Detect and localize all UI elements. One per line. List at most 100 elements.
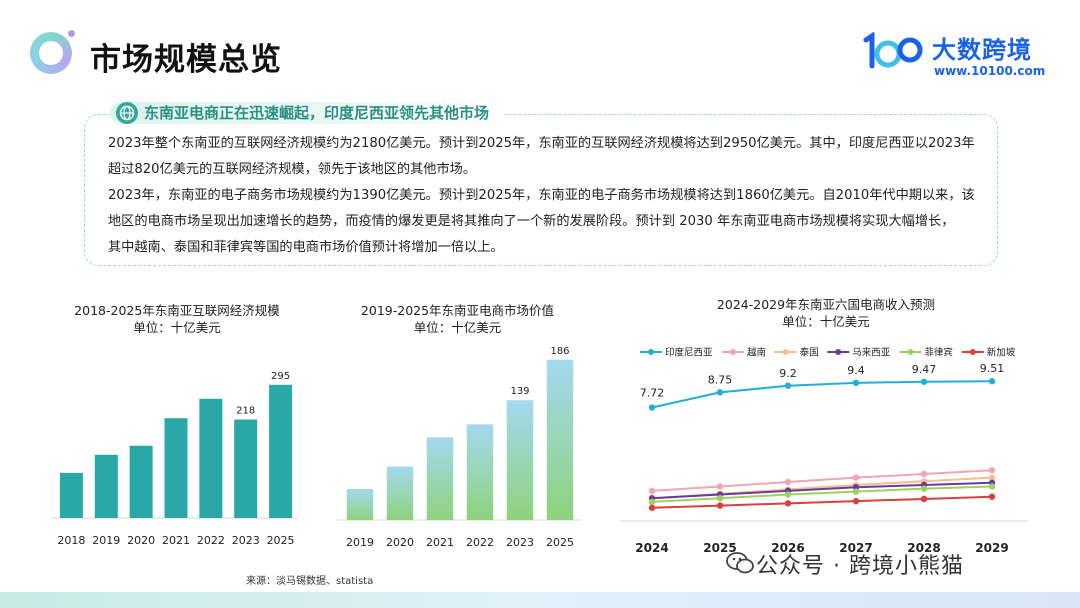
bar [346, 488, 374, 520]
chart-plot: 2019 2020 2021 2022 2023 139 2025 186 [336, 346, 580, 549]
legend-label: 印度尼西亚 [665, 347, 713, 359]
tick-label: 2025 [267, 534, 295, 547]
bar [234, 419, 258, 518]
data-point [988, 483, 996, 490]
data-point [852, 488, 860, 495]
tick-label: 2025 [703, 541, 736, 555]
data-point [852, 474, 860, 481]
bar [546, 359, 574, 520]
tick-label: 2020 [127, 534, 155, 547]
bar [269, 384, 293, 518]
data-point [648, 404, 656, 411]
bar [129, 445, 153, 518]
data-point [784, 491, 792, 498]
data-point [988, 474, 996, 481]
data-point [920, 495, 928, 503]
data-point [852, 483, 860, 491]
data-point [716, 483, 724, 490]
legend-swatch-marker [648, 349, 654, 355]
data-label: 186 [550, 346, 569, 357]
legend-label: 马来西亚 [852, 348, 891, 359]
bar [199, 398, 223, 518]
source-note: 来源：淡马锡数据、statista [246, 576, 374, 587]
series-line [651, 469, 993, 492]
chart-plot: 2024 2025 2026 2027 2028 2029 7.72 8.75 9.2 9.4 9.… [620, 347, 1028, 555]
legend-label: 菲律宾 [924, 347, 953, 359]
page-title: 市场规模总览 [90, 42, 282, 78]
summary-box [84, 114, 998, 266]
watermark: 公众号 · 跨境小熊猫 [756, 554, 964, 579]
summary-header: 东南亚电商正在迅速崛起，印度尼西亚领先其他市场 [110, 100, 521, 126]
series-line [651, 481, 993, 500]
data-point [648, 504, 656, 511]
chart-title: 2018-2025年东南亚互联网经济规模 [74, 303, 280, 318]
tick-label: 2021 [426, 536, 454, 549]
tick-label: 2027 [839, 541, 872, 555]
data-label: 9.47 [912, 363, 937, 376]
tick-label: 2021 [162, 534, 190, 547]
logo-mark-icon [863, 32, 923, 69]
tick-label: 2019 [92, 534, 120, 547]
tick-label: 2022 [197, 534, 225, 547]
revenue-forecast-chart: 2024-2029年东南亚六国电商收入预测 单位：十亿美元 2024 2025 20… [616, 294, 1036, 560]
summary-line: 地区的电商市场呈现出加速增长的趋势，而疫情的爆发更是将其推向了一个新的发展阶段。… [108, 214, 955, 229]
chart-plot: 2018 2019 2020 2021 2022 2023 218 2025 295 [50, 371, 298, 547]
tick-label: 2028 [907, 541, 940, 555]
legend-swatch-marker [730, 349, 736, 355]
data-label: 9.2 [779, 367, 797, 380]
bar [466, 424, 494, 520]
summary-line: 2023年，东南亚的电子商务市场规模约为1390亿美元。预计到2025年，东南亚… [108, 188, 975, 203]
chart-subtitle: 单位：十亿美元 [133, 320, 221, 335]
tick-label: 2024 [635, 541, 668, 555]
data-label: 218 [236, 406, 255, 417]
series-line [651, 485, 993, 503]
legend-swatch-marker [907, 349, 914, 355]
bar [59, 472, 83, 518]
logo-name: 大数跨境 [932, 36, 1032, 64]
legend-label: 越南 [747, 347, 766, 359]
title-decoration-ring [30, 32, 72, 74]
legend-swatch-marker [835, 349, 842, 355]
data-label: 9.51 [980, 362, 1005, 375]
chart-title: 2019-2025年东南亚电商市场价值 [360, 303, 555, 318]
bottom-band [0, 592, 1080, 608]
summary-line: 其中越南、泰国和菲律宾等国的电商市场价值预计将增加一倍以上。 [108, 240, 504, 255]
tick-label: 2018 [57, 534, 85, 547]
chart-title: 2024-2029年东南亚六国电商收入预测 [716, 297, 936, 312]
data-label: 8.75 [708, 373, 733, 386]
data-label: 9.4 [847, 364, 865, 377]
data-label: 295 [271, 371, 290, 382]
tick-label: 2023 [232, 534, 260, 547]
tick-label: 2025 [546, 536, 574, 549]
series-line [651, 380, 993, 409]
data-point [852, 379, 860, 387]
data-point [716, 495, 724, 502]
bar [94, 454, 118, 518]
summary-line: 超过820亿美元的互联网经济规模，领先于该地区的其他市场。 [108, 162, 477, 177]
logo-url: www.10100.com [934, 64, 1046, 78]
legend-label: 新加坡 [987, 347, 1016, 359]
chart-subtitle: 单位：十亿美元 [413, 320, 502, 335]
summary-text: 2023年整个东南亚的互联网经济规模约为2180亿美元。预计到2025年，东南亚… [108, 131, 980, 261]
brand-logo: 大数跨境 www.10100.com [862, 30, 1058, 82]
tick-label: 2020 [386, 536, 414, 549]
bar [426, 437, 454, 520]
data-point [648, 487, 656, 495]
data-point [920, 485, 928, 492]
bar [506, 400, 534, 520]
data-label: 7.72 [640, 387, 665, 400]
ecommerce-value-chart: 2019-2025年东南亚电商市场价值 单位：十亿美元 2019 2020 2021… [330, 300, 585, 550]
bar [164, 418, 188, 518]
bar [386, 466, 414, 520]
tick-label: 2023 [506, 536, 534, 549]
data-point [716, 502, 724, 509]
tick-label: 2019 [346, 536, 374, 549]
data-point [716, 389, 724, 396]
tick-label: 2026 [771, 541, 804, 555]
legend-label: 泰国 [800, 347, 819, 359]
data-point [920, 378, 928, 385]
data-point [920, 470, 928, 478]
tick-label: 2022 [466, 536, 494, 549]
internet-economy-chart: 2018-2025年东南亚互联网经济规模 单位：十亿美元 2018 2019 202… [50, 300, 302, 550]
globe-icon [116, 102, 138, 124]
